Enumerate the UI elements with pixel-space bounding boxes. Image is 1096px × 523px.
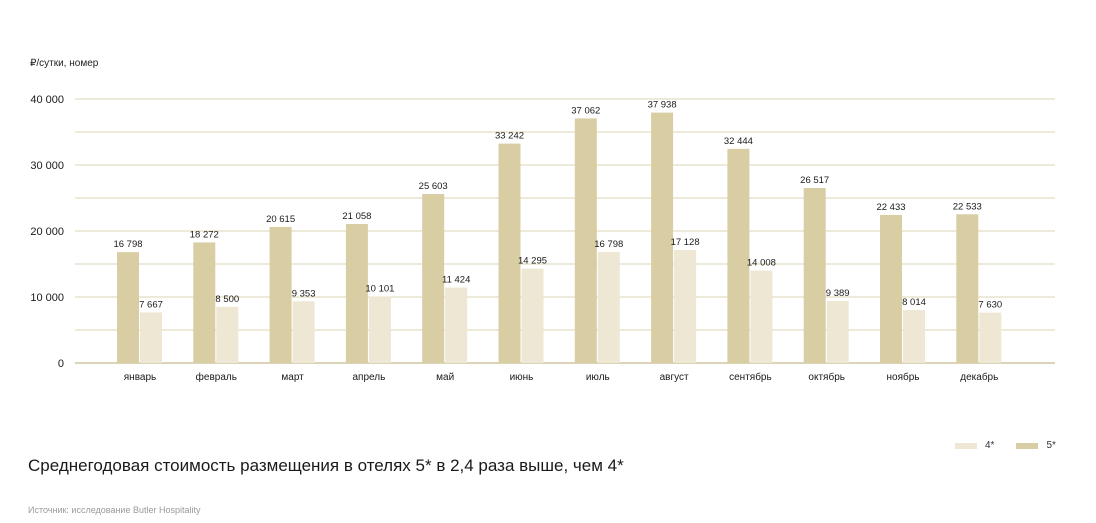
data-label-4star: 11 424: [442, 275, 470, 286]
legend-swatch-4star: [955, 442, 977, 449]
bar-4star: [292, 301, 315, 363]
data-label-5star: 37 938: [648, 100, 677, 111]
x-tick-label: май: [436, 372, 454, 383]
bar-5star: [880, 214, 902, 363]
x-tick-label: август: [660, 372, 689, 383]
bar-4star: [368, 296, 391, 363]
data-label-5star: 33 242: [495, 131, 524, 142]
x-tick-label: декабрь: [960, 371, 998, 383]
bar-5star: [727, 148, 750, 363]
legend-item-4star: 4*: [955, 440, 994, 451]
data-label-5star: 37 062: [571, 105, 600, 116]
bar-5star: [651, 112, 674, 364]
data-label-5star: 20 615: [266, 214, 295, 225]
data-label-4star: 7 630: [978, 300, 1002, 311]
data-label-4star: 10 101: [365, 283, 394, 294]
bar-4star: [750, 270, 773, 363]
legend-label-4star: 4*: [985, 440, 995, 451]
data-label-5star: 22 433: [876, 202, 905, 213]
legend-swatch-5star: [1016, 442, 1039, 449]
bar-5star: [193, 242, 216, 363]
x-tick-label: июль: [586, 372, 610, 383]
bar-5star: [574, 118, 597, 363]
bar-4star: [826, 301, 849, 363]
data-label-4star: 14 008: [747, 258, 776, 269]
data-label-5star: 32 444: [724, 136, 753, 147]
bar-5star: [803, 187, 826, 363]
x-tick-label: март: [281, 372, 304, 383]
x-tick-label: январь: [124, 372, 156, 383]
data-label-4star: 9 353: [292, 288, 316, 299]
bar-5star: [269, 226, 292, 363]
data-label-4star: 14 295: [518, 256, 547, 267]
y-tick-label: 0: [58, 358, 64, 370]
bar-4star: [903, 310, 925, 363]
x-tick-label: февраль: [196, 371, 237, 383]
source-note: Источник: исследование Butler Hospitalit…: [28, 505, 201, 515]
bar-4star: [521, 268, 544, 363]
data-label-4star: 16 798: [594, 239, 623, 250]
data-label-4star: 7 667: [139, 299, 163, 310]
y-axis-unit-label: ₽/сутки, номер: [30, 58, 99, 69]
data-label-5star: 18 272: [190, 229, 219, 240]
chart-headline: Среднегодовая стоимость размещения в оте…: [28, 456, 624, 475]
bar-4star: [445, 287, 468, 363]
data-label-5star: 22 533: [953, 201, 982, 212]
x-tick-label: октябрь: [808, 371, 845, 383]
y-tick-label: 30 000: [30, 160, 64, 172]
bar-5star: [345, 224, 368, 363]
y-tick-label: 40 000: [30, 94, 64, 106]
data-label-5star: 26 517: [800, 175, 829, 186]
bar-4star: [674, 249, 697, 363]
data-label-4star: 8 014: [902, 297, 926, 308]
data-label-4star: 8 500: [215, 294, 239, 305]
y-tick-label: 20 000: [30, 226, 64, 238]
bar-5star: [956, 214, 979, 363]
bar-4star: [979, 312, 1002, 363]
x-tick-label: июнь: [510, 372, 534, 383]
bar-4star: [597, 252, 620, 363]
bar-4star: [216, 306, 239, 363]
bar-chart: 0 10 000 20 000 30 000 40 000 16 798 7 667 янва…: [30, 94, 1055, 383]
legend-label-5star: 5*: [1046, 440, 1056, 451]
bar-5star: [422, 194, 445, 363]
y-tick-label: 10 000: [30, 292, 64, 304]
data-label-4star: 17 128: [671, 237, 700, 248]
data-label-5star: 16 798: [113, 239, 142, 250]
bar-5star: [117, 252, 139, 363]
x-tick-label: апрель: [352, 372, 385, 383]
bar-5star: [498, 143, 521, 363]
bar-4star: [140, 312, 162, 363]
data-label-5star: 21 058: [342, 211, 371, 222]
legend-item-5star: 5*: [1016, 440, 1056, 451]
data-label-5star: 25 603: [419, 181, 448, 192]
legend: 4* 5*: [955, 440, 1056, 451]
x-tick-label: ноябрь: [887, 371, 920, 383]
data-label-4star: 9 389: [826, 288, 850, 299]
x-tick-label: сентябрь: [729, 371, 772, 383]
